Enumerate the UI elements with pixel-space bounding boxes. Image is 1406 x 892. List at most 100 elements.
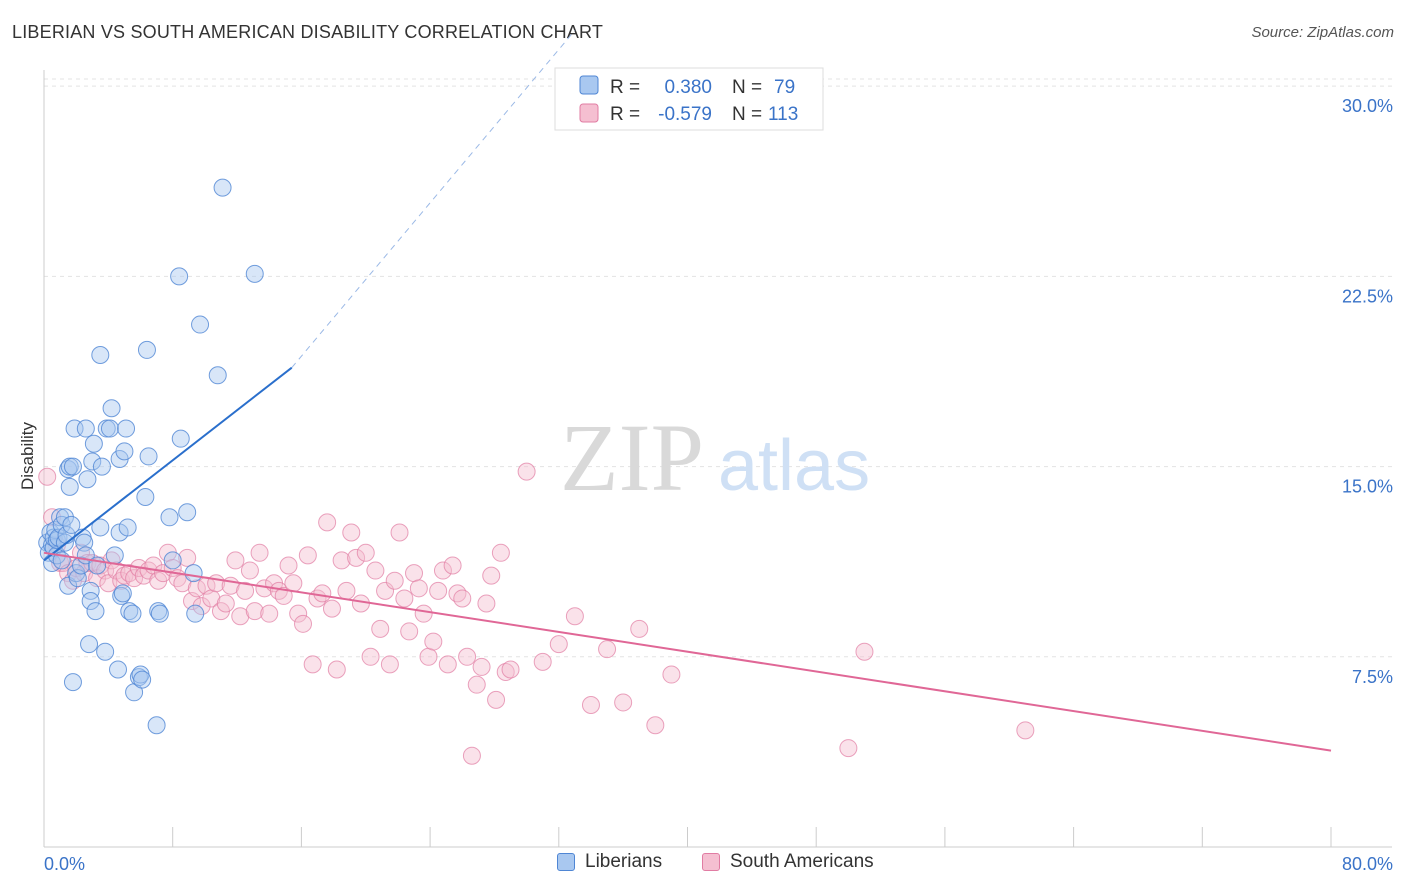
watermark-zip: ZIP — [560, 404, 704, 511]
south-american-point — [598, 640, 617, 659]
liberian-point — [115, 442, 134, 461]
south-american-point — [298, 546, 317, 565]
legend-swatch-liberians-bottom — [557, 853, 575, 871]
south-american-point — [376, 581, 395, 600]
liberian-point — [102, 399, 121, 418]
south-american-point — [419, 647, 438, 666]
south-american-point — [581, 695, 600, 714]
y-tick-label: 22.5% — [1342, 286, 1393, 306]
liberian-point — [113, 584, 132, 603]
south-american-point — [385, 571, 404, 590]
south-american-point — [313, 584, 332, 603]
south-american-point — [443, 556, 462, 575]
liberian-point — [81, 591, 100, 610]
south-american-point — [240, 561, 259, 580]
south-american-point — [380, 655, 399, 674]
south-american-point — [462, 746, 481, 765]
liberian-point — [62, 515, 81, 534]
liberian-point — [76, 419, 95, 438]
south-american-point — [477, 594, 496, 613]
watermark: ZIP atlas — [560, 404, 870, 511]
south-american-point — [614, 693, 633, 712]
south-american-point — [294, 614, 313, 633]
south-american-point — [491, 543, 510, 562]
legend-r-label-2: R = — [610, 104, 645, 125]
liberian-point — [178, 503, 197, 522]
south-american-point — [414, 604, 433, 623]
x-tick-label: 80.0% — [1342, 854, 1393, 874]
liberian-point — [150, 604, 169, 623]
liberian-point — [118, 518, 137, 537]
south-american-point — [400, 622, 419, 641]
south-american-point — [501, 660, 520, 679]
liberian-point — [83, 452, 102, 471]
trend-lines — [43, 30, 1332, 752]
liberian-point — [96, 642, 115, 661]
south-american-point — [260, 604, 279, 623]
liberian-point — [59, 576, 78, 595]
liberian-point — [184, 564, 203, 583]
south-american-point — [250, 543, 269, 562]
south-american-point — [303, 655, 322, 674]
south-american-point — [487, 690, 506, 709]
liberian-point — [186, 604, 205, 623]
south-american-point — [371, 619, 390, 638]
south-american-point — [448, 584, 467, 603]
liberian-point — [81, 581, 100, 600]
south-american-point — [351, 594, 370, 613]
watermark-atlas: atlas — [718, 426, 870, 506]
liberian-point — [92, 457, 111, 476]
liberian-point — [63, 673, 82, 692]
south-american-point — [120, 564, 139, 583]
south-american-point — [458, 647, 477, 666]
liberian-point — [163, 551, 182, 570]
legend-top-box — [554, 67, 824, 131]
south-american-point — [533, 652, 552, 671]
legend-label-south-americans: South Americans — [730, 851, 874, 872]
liberian-point — [91, 345, 110, 364]
south-american-point — [327, 660, 346, 679]
south-american-point — [630, 619, 649, 638]
liberian-point — [170, 267, 189, 286]
south-american-point — [390, 523, 409, 542]
legend-swatch-liberians — [579, 75, 599, 95]
legend-bottom: Liberians South Americans — [0, 851, 1406, 877]
liberian-point — [72, 556, 91, 575]
legend-swatch-south-americans — [579, 103, 599, 123]
south-americans-points — [38, 462, 1035, 765]
south-american-point — [318, 513, 337, 532]
south-american-point — [496, 663, 515, 682]
y-axis-label: Disability — [18, 421, 37, 490]
liberian-point — [133, 670, 152, 689]
y-tick-label: 7.5% — [1352, 667, 1393, 687]
liberian-point — [136, 488, 155, 507]
south-american-point — [284, 574, 303, 593]
legend-n-label-2: N = — [732, 104, 767, 125]
liberian-point — [109, 660, 128, 679]
liberian-point — [63, 457, 82, 476]
axes: 7.5% 15.0% 22.5% 30.0% 0.0% 80.0% — [43, 70, 1393, 874]
south-american-point — [322, 599, 341, 618]
south-american-point — [482, 566, 501, 585]
south-american-point — [453, 589, 472, 608]
south-american-point — [38, 467, 57, 486]
legend-n-value-1: 79 — [774, 77, 795, 98]
y-tick-label: 15.0% — [1342, 477, 1393, 497]
legend-top: R = 0.380 N = 79 R = -0.579 N = 113 — [554, 67, 824, 131]
liberian-point — [84, 434, 103, 453]
liberians-trend-extension — [291, 30, 576, 368]
liberian-point — [208, 366, 227, 385]
liberian-point — [91, 518, 110, 537]
legend-label-liberians: Liberians — [585, 851, 663, 872]
south-american-point — [192, 597, 211, 616]
legend-item-liberians: Liberians — [557, 851, 662, 873]
south-american-point — [517, 462, 536, 481]
liberian-point — [120, 602, 139, 621]
liberian-point — [60, 477, 79, 496]
south-american-point — [424, 632, 443, 651]
south-american-point — [356, 543, 375, 562]
liberian-point — [55, 508, 74, 527]
south-american-point — [565, 607, 584, 626]
legend-swatch-south-americans-bottom — [702, 853, 720, 871]
liberian-point — [139, 447, 158, 466]
